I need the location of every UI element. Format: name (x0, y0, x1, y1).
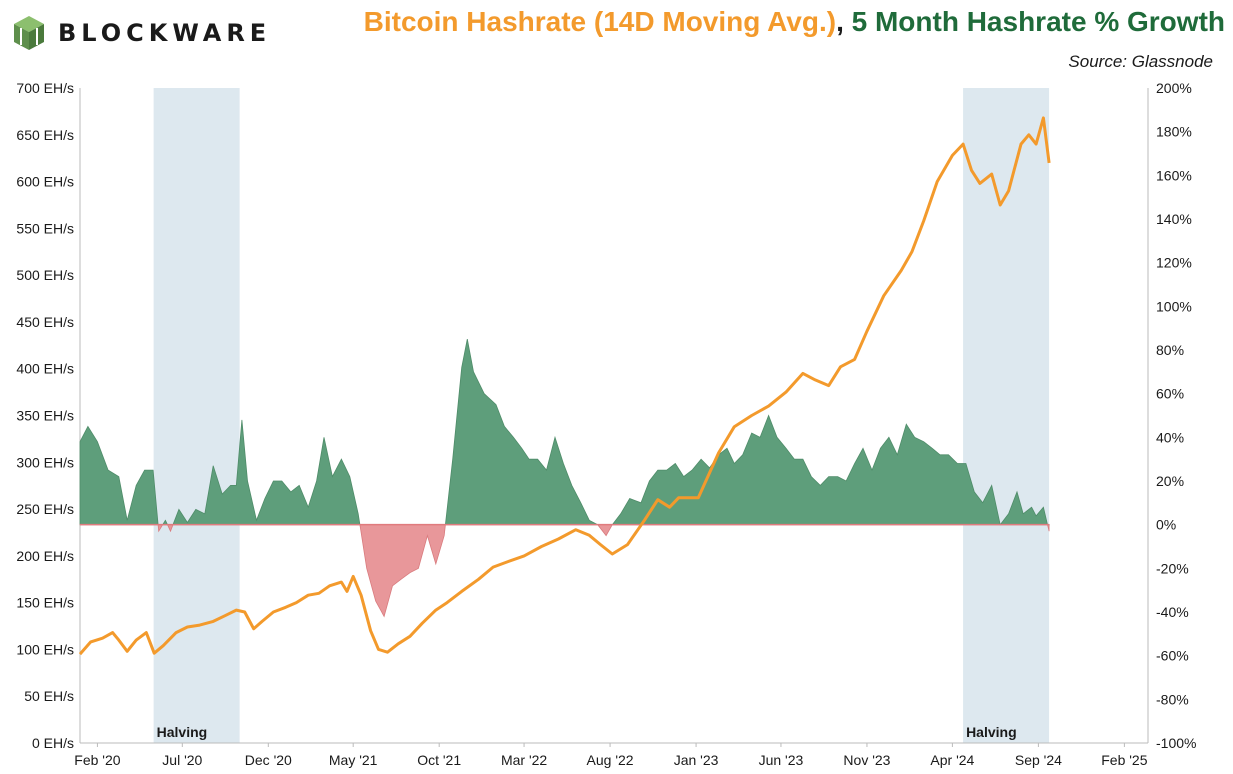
x-tick-label: Apr '24 (930, 752, 974, 768)
halving-label-1: Halving (157, 724, 208, 740)
halving-band-2 (963, 88, 1050, 743)
title-separator: , (836, 6, 852, 37)
brand-logo: BLOCKWARE (12, 14, 271, 52)
y-left-tick-label: 0 EH/s (32, 735, 74, 751)
y-right-tick-label: 40% (1156, 429, 1184, 445)
title-hashrate: Bitcoin Hashrate (14D Moving Avg.) (363, 6, 837, 37)
y-left-tick-label: 500 EH/s (16, 267, 74, 283)
blockware-logo-icon (14, 16, 44, 50)
brand-name: BLOCKWARE (58, 19, 272, 47)
y-left-tick-label: 250 EH/s (16, 501, 74, 517)
y-left-tick-label: 400 EH/s (16, 361, 74, 377)
y-right-tick-label: -100% (1156, 735, 1196, 751)
y-right-tick-label: 120% (1156, 255, 1192, 271)
x-tick-label: Feb '25 (1101, 752, 1147, 768)
halving-label-2: Halving (966, 724, 1017, 740)
y-left-tick-label: 450 EH/s (16, 314, 74, 330)
y-right-tick-label: -20% (1156, 560, 1189, 576)
y-left-tick-label: 100 EH/s (16, 641, 74, 657)
x-tick-label: Jun '23 (759, 752, 804, 768)
source-note: Source: Glassnode (1068, 52, 1213, 71)
title-growth: 5 Month Hashrate % Growth (851, 6, 1225, 37)
x-tick-label: Dec '20 (245, 752, 292, 768)
x-tick-label: Jan '23 (674, 752, 719, 768)
hashrate-line (78, 116, 1051, 656)
x-tick-label: Oct '21 (417, 752, 461, 768)
y-right-tick-label: 0% (1156, 517, 1176, 533)
x-tick-label: Feb '20 (74, 752, 120, 768)
x-tick-label: Aug '22 (587, 752, 634, 768)
y-right-tick-label: 20% (1156, 473, 1184, 489)
y-right-tick-label: 160% (1156, 167, 1192, 183)
x-tick-label: Jul '20 (162, 752, 202, 768)
chart-title: Bitcoin Hashrate (14D Moving Avg.), 5 Mo… (364, 6, 1225, 38)
y-left-tick-label: 350 EH/s (16, 408, 74, 424)
y-right-tick-label: -80% (1156, 691, 1189, 707)
y-left-tick-label: 700 EH/s (16, 80, 74, 96)
y-right-tick-label: 180% (1156, 124, 1192, 140)
x-tick-label: Nov '23 (843, 752, 890, 768)
y-left-tick-label: 150 EH/s (16, 595, 74, 611)
y-right-tick-label: 140% (1156, 211, 1192, 227)
y-right-tick-label: 60% (1156, 386, 1184, 402)
growth-positive-area (79, 339, 1051, 526)
x-tick-label: Sep '24 (1015, 752, 1062, 768)
y-left-tick-label: 200 EH/s (16, 548, 74, 564)
y-left-tick-label: 300 EH/s (16, 454, 74, 470)
y-right-tick-label: 80% (1156, 342, 1184, 358)
x-tick-label: Mar '22 (501, 752, 547, 768)
halving-band-1 (153, 88, 240, 743)
y-left-tick-label: 600 EH/s (16, 174, 74, 190)
y-right-tick-label: 100% (1156, 298, 1192, 314)
y-left-tick-label: 650 EH/s (16, 127, 74, 143)
y-left-tick-label: 50 EH/s (24, 688, 74, 704)
x-tick-label: May '21 (329, 752, 378, 768)
y-left-tick-label: 550 EH/s (16, 220, 74, 236)
y-right-tick-label: 200% (1156, 80, 1192, 96)
y-right-tick-label: -60% (1156, 648, 1189, 664)
y-right-tick-label: -40% (1156, 604, 1189, 620)
